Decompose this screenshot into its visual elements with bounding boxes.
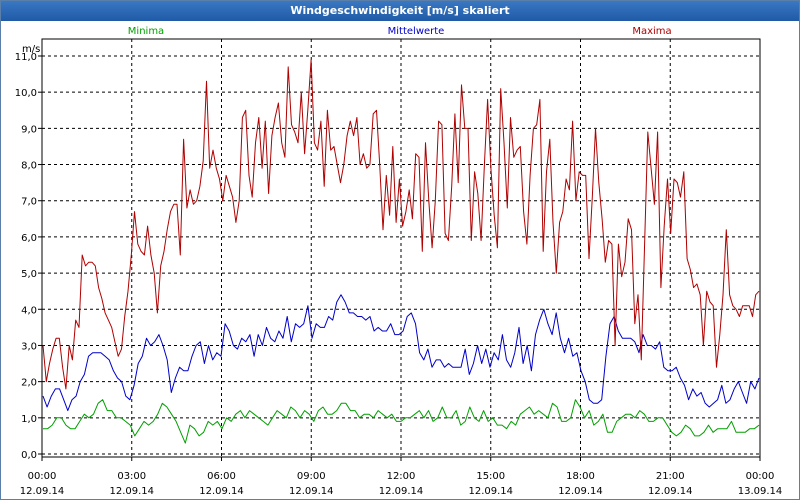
x-axis: 00:00 12.09.14 03:00 12.09.14 06:00 12.09.14 0… — [20, 457, 783, 497]
x-tick-time-label: 00:00 — [28, 471, 57, 482]
x-tick-date-label: 12.09.14 — [648, 486, 693, 497]
y-axis-label: m/s — [22, 44, 40, 55]
y-tick-label: 7,0 — [21, 197, 37, 208]
window-title: Windgeschwindigkeit [m/s] skaliert — [1, 1, 799, 21]
x-tick-time-label: 09:00 — [297, 471, 326, 482]
grid — [42, 39, 760, 457]
legend-item-mittelwerte: Mittelwerte — [388, 26, 445, 37]
x-tick-time-label: 15:00 — [476, 471, 505, 482]
x-tick-time-label: 18:00 — [566, 471, 595, 482]
y-tick-label: 11,0 — [15, 52, 37, 63]
y-tick-label: 0,0 — [21, 450, 37, 461]
y-tick-label: 4,0 — [21, 305, 37, 316]
x-tick-time-label: 00:00 — [746, 471, 775, 482]
x-tick-date-label: 12.09.14 — [109, 486, 154, 497]
y-tick-label: 10,0 — [15, 88, 37, 99]
y-tick-label: 6,0 — [21, 233, 37, 244]
legend-item-maxima: Maxima — [632, 26, 671, 37]
x-tick-date-label: 12.09.14 — [289, 486, 334, 497]
x-tick-time-label: 06:00 — [207, 471, 236, 482]
legend-item-minima: Minima — [128, 26, 164, 37]
x-tick-date-label: 12.09.14 — [468, 486, 513, 497]
series-line-mittelwerte — [42, 294, 760, 412]
y-tick-label: 8,0 — [21, 161, 37, 172]
x-tick-date-label: 13.09.14 — [738, 486, 783, 497]
y-tick-label: 2,0 — [21, 378, 37, 389]
x-tick-date-label: 12.09.14 — [379, 486, 424, 497]
legend: Minima Mittelwerte Maxima — [128, 26, 672, 37]
x-tick-date-label: 12.09.14 — [20, 486, 65, 497]
x-tick-time-label: 12:00 — [387, 471, 416, 482]
x-tick-time-label: 21:00 — [656, 471, 685, 482]
x-tick-date-label: 12.09.14 — [558, 486, 603, 497]
series-lines — [42, 59, 760, 444]
y-tick-label: 3,0 — [21, 341, 37, 352]
y-tick-label: 5,0 — [21, 269, 37, 280]
series-line-maxima — [42, 59, 760, 390]
y-axis: 0,0 1,0 2,0 3,0 4,0 5,0 6,0 7,0 8,0 9,0 10,0 11,0 — [15, 52, 42, 461]
y-tick-label: 9,0 — [21, 124, 37, 135]
series-line-minima — [43, 399, 760, 444]
x-tick-date-label: 12.09.14 — [199, 486, 244, 497]
y-tick-label: 1,0 — [21, 414, 37, 425]
x-tick-time-label: 03:00 — [117, 471, 146, 482]
